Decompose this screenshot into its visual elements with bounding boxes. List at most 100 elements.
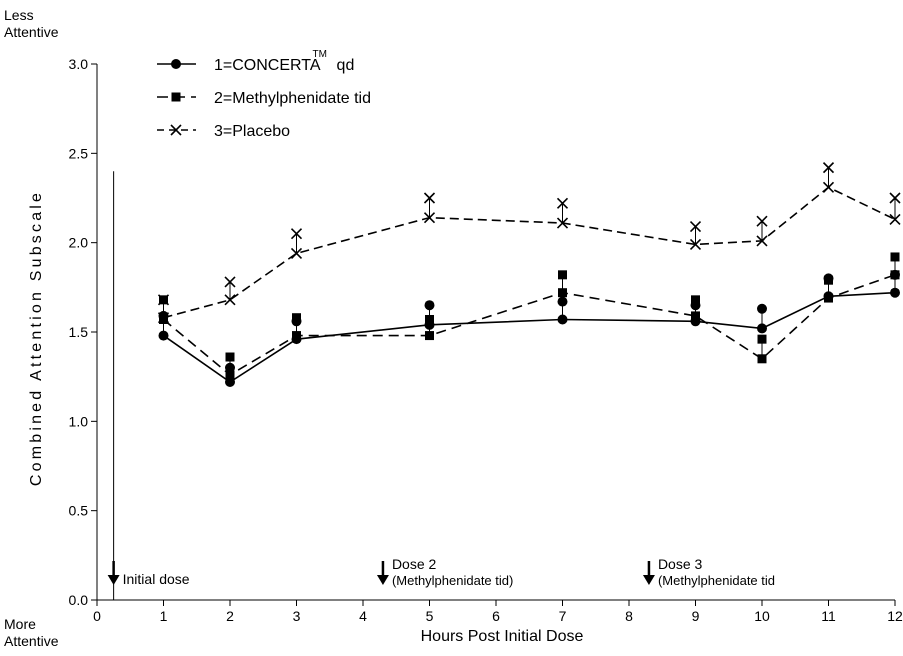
data-point (756, 235, 768, 247)
dose-markers: Initial dose Dose 2(Methylphenidate tid) D… (107, 171, 775, 600)
data-point (225, 370, 235, 380)
x-tick-label: 11 (821, 608, 836, 624)
x-stroke (290, 228, 303, 240)
series-2 (159, 252, 900, 380)
x-tick-label: 5 (426, 608, 434, 624)
error-cap-marker (224, 276, 236, 288)
legend-marker (171, 59, 181, 69)
y-tick-label: 0.5 (69, 503, 89, 519)
data-point (757, 323, 767, 334)
error-cap-marker (292, 313, 301, 323)
data-point (890, 270, 900, 280)
data-point (822, 181, 835, 193)
x-tick-label: 1 (160, 608, 168, 624)
x-stroke (224, 294, 236, 306)
x-stroke (290, 247, 303, 259)
error-cap-marker (757, 334, 767, 344)
x-tick-label: 0 (93, 608, 101, 624)
error-cap-marker (425, 314, 434, 324)
down-arrow-icon (642, 575, 655, 585)
data-point (290, 247, 303, 259)
series-line (162, 274, 896, 376)
dose-label: Dose 2 (392, 556, 437, 572)
series-3 (157, 162, 901, 324)
down-arrow-icon (376, 575, 389, 585)
x-stroke (170, 124, 182, 136)
y-bottom-note: Attentive (4, 633, 59, 649)
x-tick-label: 4 (359, 608, 367, 624)
y-top-note: Less (4, 7, 34, 23)
error-cap-marker (756, 215, 768, 227)
y-tick-label: 2.5 (69, 145, 89, 161)
legend-label: 3=Placebo (214, 123, 290, 140)
error-cap-marker (225, 352, 235, 362)
y-tick-label: 0.0 (69, 592, 89, 608)
series-layer (157, 162, 901, 388)
error-cap-marker (558, 270, 567, 280)
error-cap-marker (290, 228, 303, 240)
data-point (691, 311, 700, 321)
legend-entry: 3=Placebo (157, 123, 290, 140)
x-stroke (889, 192, 901, 204)
x-stroke (756, 215, 768, 227)
x-tick-label: 6 (492, 608, 500, 624)
series-1 (158, 269, 900, 388)
data-point (558, 288, 567, 298)
data-point (157, 312, 170, 324)
dose-label: Initial dose (123, 571, 190, 587)
x-stroke (889, 213, 901, 226)
x-tick-label: 10 (754, 608, 770, 624)
error-cap-marker (556, 197, 569, 209)
series-line (163, 291, 896, 383)
x-stroke (689, 221, 702, 233)
y-tick-label: 1.5 (69, 324, 89, 340)
axes: 0.00.51.01.52.02.53.00 1 2 3 4 5 6 7 8 9 10 11 12Hou… (28, 56, 903, 645)
legend-entry: 2=Methylphenidate tid (157, 90, 371, 107)
data-point (689, 238, 702, 251)
error-cap-marker (423, 192, 436, 204)
series-line (163, 186, 896, 319)
x-stroke (756, 235, 768, 247)
x-stroke (423, 212, 436, 224)
x-stroke (556, 197, 569, 209)
dose-label: (Methylphenidate tid (658, 573, 775, 588)
legend-label: 1=CONCERTA (214, 57, 321, 74)
x-stroke (689, 238, 702, 251)
x-stroke (224, 276, 236, 288)
data-point (158, 330, 169, 341)
y-tick-label: 1.0 (69, 413, 89, 429)
dose-label: (Methylphenidate tid) (392, 573, 513, 588)
x-stroke (157, 312, 170, 324)
y-tick-label: 2.0 (69, 235, 89, 251)
x-stroke (556, 217, 569, 229)
error-cap-marker (889, 192, 901, 204)
data-point (225, 377, 235, 388)
error-cap-marker (890, 252, 900, 262)
data-point (159, 314, 168, 324)
data-point (425, 331, 434, 341)
y-tick-label: 3.0 (69, 56, 89, 72)
x-tick-label: 9 (692, 608, 700, 624)
data-point (557, 314, 568, 325)
error-cap-marker (157, 294, 170, 306)
data-point (556, 217, 569, 229)
x-stroke (157, 294, 170, 306)
data-point (889, 213, 901, 226)
x-stroke (423, 192, 436, 204)
dose-label: Dose 3 (658, 556, 703, 572)
legend-superscript: TM (313, 49, 327, 60)
data-point (224, 294, 236, 306)
legend-suffix: qd (337, 57, 355, 74)
error-cap-marker (822, 162, 835, 174)
data-point (423, 212, 436, 224)
data-point (824, 293, 833, 303)
legend-marker (170, 124, 182, 136)
x-tick-label: 2 (226, 608, 234, 624)
error-cap-marker (689, 221, 702, 233)
error-cap-marker (557, 296, 568, 307)
y-axis-title: Combined Attention Subscale (28, 190, 45, 486)
error-cap-marker (757, 303, 767, 314)
